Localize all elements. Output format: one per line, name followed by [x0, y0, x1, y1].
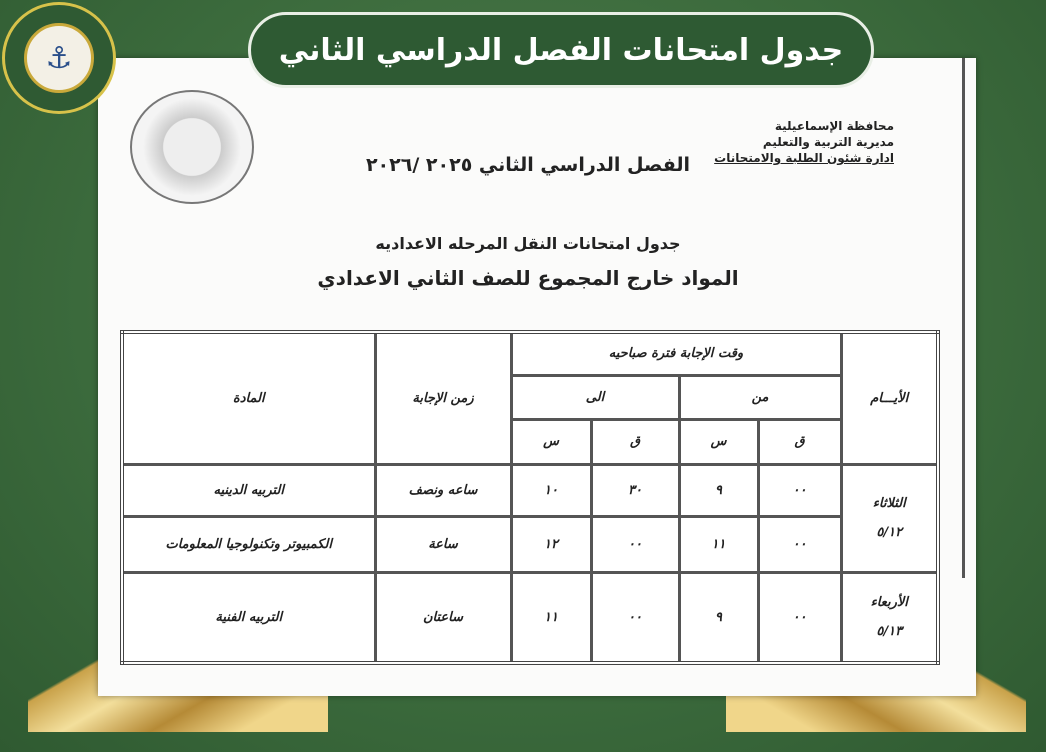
from-hour: ٩ — [677, 462, 760, 518]
from-minute: ٠٠ — [756, 570, 843, 665]
banner-title: جدول امتحانات الفصل الدراسي الثاني — [248, 12, 874, 88]
directorate-emblem-icon — [130, 90, 254, 204]
governorate-logo: ⚓ — [2, 2, 116, 114]
header-days: الأيـــام — [839, 330, 940, 466]
from-minute: ٠٠ — [756, 462, 843, 518]
duration: ساعتان — [373, 570, 513, 665]
duration: ساعة — [373, 514, 513, 574]
to-minute: ٠٠ — [589, 570, 681, 665]
day-date: ٥/١٣ — [876, 624, 903, 640]
header-hour: س — [509, 417, 593, 466]
header-hour: س — [677, 417, 760, 466]
document-page: محافظة الإسماعيلية مديرية التربية والتعل… — [98, 58, 976, 696]
subject: الكمبيوتر وتكنولوجيا المعلومات — [120, 514, 377, 574]
header-line: ادارة شئون الطلبة والامتحانات — [714, 151, 894, 165]
day-cell: الأربعاء ٥/١٣ — [839, 570, 940, 665]
from-hour: ١١ — [677, 514, 760, 574]
day-name: الأربعاء — [870, 595, 908, 611]
semester-title: الفصل الدراسي الثاني ٢٠٢٥ /٢٠٢٦ — [365, 154, 691, 176]
header-subject: المادة — [120, 330, 377, 466]
header-line: محافظة الإسماعيلية — [774, 119, 894, 133]
header-minute: ق — [589, 417, 681, 466]
document-frame-line — [962, 58, 965, 578]
to-minute: ٠٠ — [589, 514, 681, 574]
header-from: من — [677, 373, 843, 421]
subject: التربيه الفنية — [120, 570, 377, 665]
schedule-title: جدول امتحانات النقل المرحله الاعداديه — [375, 234, 681, 253]
from-minute: ٠٠ — [756, 514, 843, 574]
header-minute: ق — [756, 417, 843, 466]
header-line: مديرية التربية والتعليم — [762, 135, 894, 149]
to-minute: ٣٠ — [589, 462, 681, 518]
to-hour: ١٠ — [509, 462, 593, 518]
table-row: الثلاثاء ٥/١٢ ٠٠ ٩ ٣٠ ١٠ ساعه ونصف التربي… — [120, 462, 940, 574]
header-to: الى — [509, 373, 681, 421]
eagle-emblem-icon: ⚓ — [24, 23, 94, 93]
subject: التربيه الدينيه — [120, 462, 377, 518]
from-hour: ٩ — [677, 570, 760, 665]
to-hour: ١٢ — [509, 514, 593, 574]
to-hour: ١١ — [509, 570, 593, 665]
header-answer-time: وقت الإجابة فترة صباحيه — [509, 330, 843, 377]
day-cell: الثلاثاء ٥/١٢ — [839, 462, 940, 574]
table-row: الأربعاء ٥/١٣ ٠٠ ٩ ٠٠ ١١ ساعتان التربيه ا… — [120, 570, 940, 665]
schedule-subtitle: المواد خارج المجموع للصف الثاني الاعدادي — [317, 266, 739, 290]
duration: ساعه ونصف — [373, 462, 513, 518]
exam-schedule-table: الأيـــام وقت الإجابة فترة صباحيه زمن ال… — [120, 330, 940, 665]
table-row: ٠٠ ١١ ٠٠ ١٢ ساعة الكمبيوتر وتكنولوجيا ال… — [120, 514, 938, 574]
document-header: محافظة الإسماعيلية مديرية التربية والتعل… — [714, 118, 894, 166]
header-duration: زمن الإجابة — [373, 330, 513, 466]
